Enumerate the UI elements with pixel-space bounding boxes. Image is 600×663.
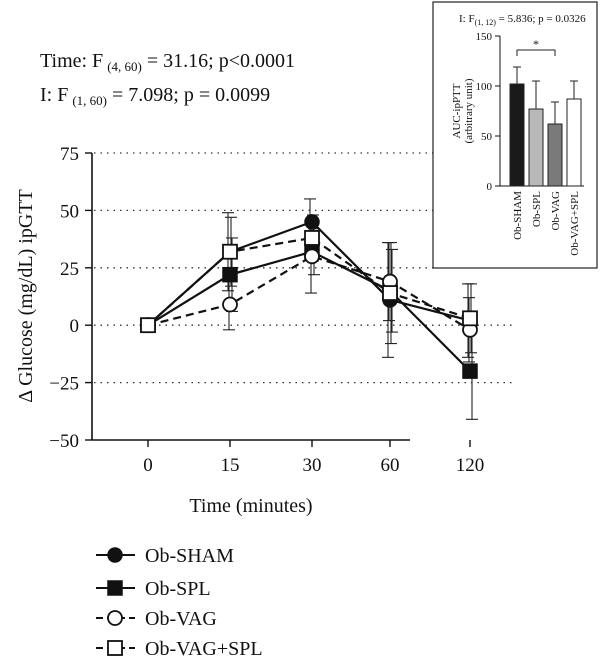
y-tick-label: −50 — [49, 431, 79, 452]
legend-label-ob-vag-spl: Ob-VAG+SPL — [145, 638, 263, 660]
legend-marker-ob-vag-spl — [107, 640, 123, 656]
y-tick-label: 0 — [70, 316, 80, 337]
inset-category-label: Ob-SHAM — [512, 191, 524, 240]
point-ob-spl — [462, 363, 478, 379]
x-tick-label: 30 — [303, 455, 322, 476]
main-line-chart: 75 50 25 0 −25 −50 0 15 30 60 120 Time (minutes) Δ G… — [15, 144, 512, 517]
x-tick-label: 120 — [456, 455, 485, 476]
legend: Ob-SHAM Ob-SPL Ob-VAG Ob-VAG+SPL — [96, 545, 263, 660]
significance-marker: * — [533, 37, 539, 51]
legend-marker-ob-sham — [107, 547, 123, 563]
inset-y-axis-label-unit: (arbitrary unit) — [463, 78, 475, 143]
y-tick-label: 25 — [60, 259, 79, 280]
legend-label-ob-vag: Ob-VAG — [145, 608, 217, 630]
series-line-ob-vag-spl — [147, 236, 471, 327]
inset-y-tick-label: 0 — [487, 181, 493, 193]
inset-title: I: F(1, 12) = 5.836; p = 0.0326 — [459, 13, 586, 27]
legend-marker-ob-spl — [107, 580, 123, 596]
inset-bar — [566, 98, 582, 187]
inset-y-tick-label: 150 — [476, 31, 493, 43]
stats-time: Time: F (4, 60) = 31.16; p<0.0001 — [40, 50, 295, 74]
series-line-ob-spl — [147, 250, 471, 372]
legend-label-ob-spl: Ob-SPL — [145, 578, 211, 600]
legend-label-ob-sham: Ob-SHAM — [145, 545, 234, 567]
series-line-ob-vag — [147, 255, 471, 331]
y-tick-label: −25 — [49, 374, 79, 395]
y-tick-label: 50 — [60, 201, 79, 222]
inset-category-label: Ob-VAG+SPL — [569, 191, 581, 256]
x-tick-label: 60 — [381, 455, 400, 476]
x-tick-label: 15 — [221, 455, 240, 476]
inset-y-axis-label: AUC-ipPTT — [451, 83, 463, 138]
inset-category-label: Ob-VAG — [550, 191, 562, 231]
inset-bar — [547, 123, 563, 187]
point-ob-vag-spl — [222, 243, 238, 260]
x-tick-label: 0 — [143, 455, 153, 476]
point-ob-vag-spl — [140, 317, 156, 334]
inset-y-tick-label: 50 — [481, 131, 493, 143]
point-ob-vag — [304, 248, 320, 265]
point-ob-spl — [222, 266, 238, 283]
inset-y-tick-label: 100 — [476, 81, 493, 93]
point-ob-vag-spl — [462, 310, 478, 327]
point-ob-sham — [304, 214, 320, 230]
inset-bar — [528, 108, 544, 187]
y-axis-label: Δ Glucose (mg/dL) ipGTT — [15, 189, 37, 402]
y-tick-label: 75 — [60, 144, 79, 165]
point-ob-vag-spl — [304, 230, 320, 246]
x-axis-label: Time (minutes) — [189, 495, 312, 517]
inset-bar — [509, 83, 525, 187]
stats-interaction: I: F (1, 60) = 7.098; p = 0.0099 — [40, 84, 270, 108]
point-ob-vag-spl — [382, 285, 398, 301]
legend-marker-ob-vag — [107, 610, 123, 626]
significance-bracket — [516, 49, 556, 56]
inset-category-label: Ob-SPL — [531, 191, 543, 227]
inset-bar-chart: 0 50 100 150 AUC-ipPTT (arbitrary unit) Ob-SHA… — [451, 31, 584, 256]
point-ob-vag — [222, 296, 238, 313]
